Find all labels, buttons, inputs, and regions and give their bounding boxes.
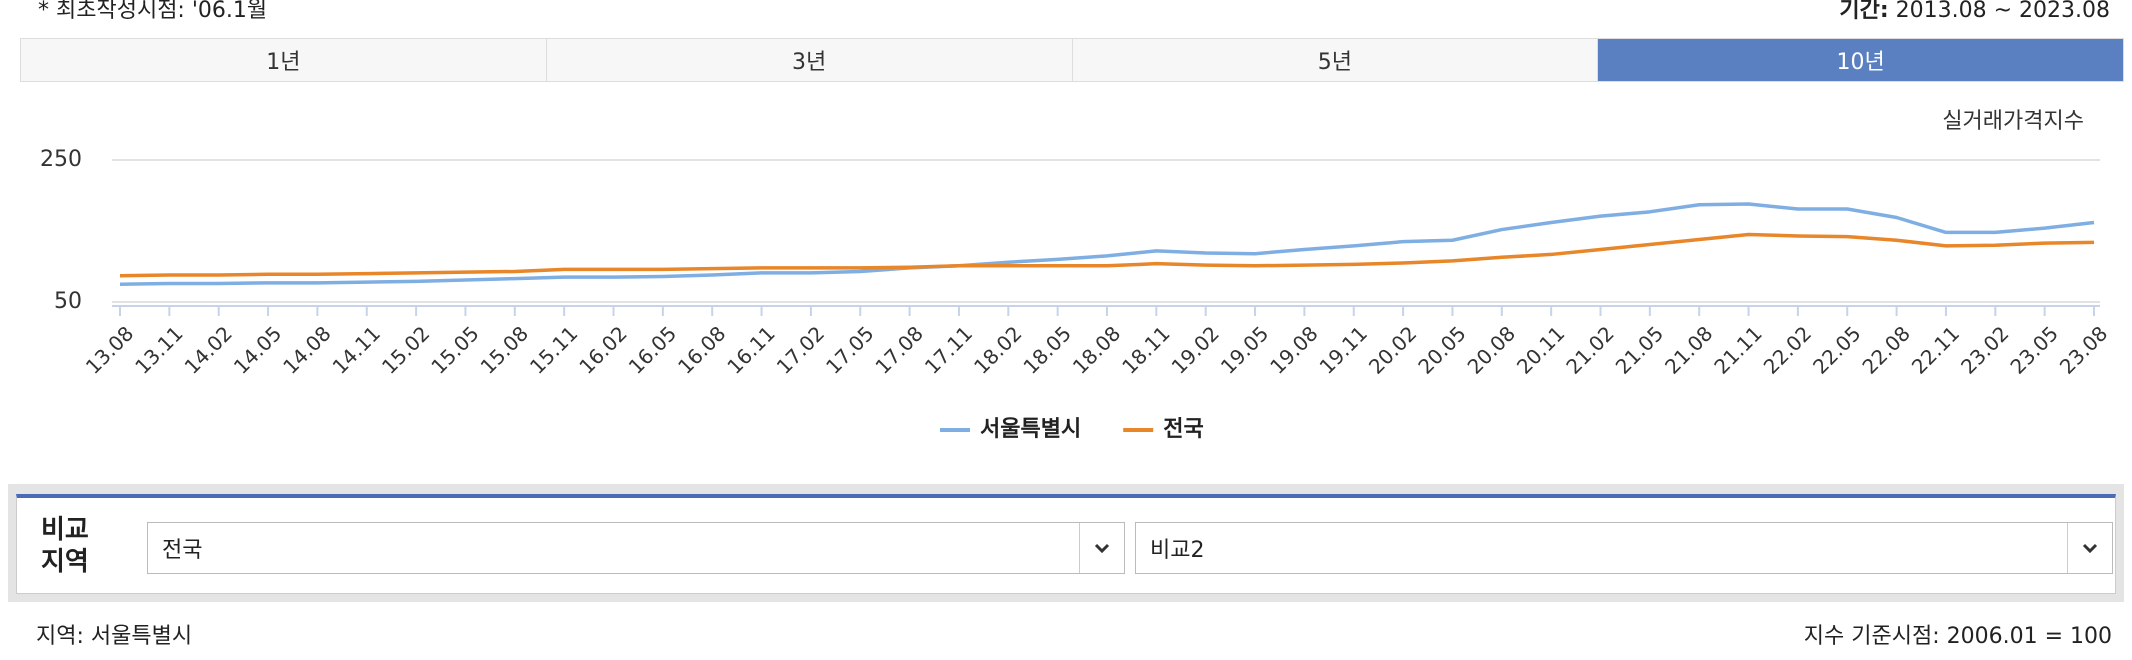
tabs: 1년 3년 5년 10년 xyxy=(20,38,2124,82)
x-tick-label: 18.08 xyxy=(1068,321,1125,378)
tab[interactable]: 5년 xyxy=(1072,39,1599,81)
select-1-value: 전국 xyxy=(162,538,203,563)
x-tick-label: 23.02 xyxy=(1956,321,2013,378)
x-tick-label: 21.11 xyxy=(1709,321,1766,378)
x-tick-label: 19.11 xyxy=(1315,321,1372,378)
series-line xyxy=(119,202,2095,286)
x-tick-label: 15.08 xyxy=(476,321,533,378)
chart: 실거래가격지수 50 250 13.0813.1114.0214.0514.0814… xyxy=(40,109,2112,442)
compare-label-line: 비교 xyxy=(41,515,89,545)
x-tick-label: 20.08 xyxy=(1463,321,1520,378)
x-tick-label: 15.02 xyxy=(377,321,434,378)
compare-label-line: 지역 xyxy=(41,547,89,577)
x-tick-label: 18.11 xyxy=(1117,321,1174,378)
legend-label: 전국 xyxy=(1163,417,1203,442)
select-2-value: 비교2 xyxy=(1150,538,1205,563)
legend-label: 서울특별시 xyxy=(980,417,1081,442)
select-2[interactable]: 비교2 xyxy=(1135,522,2113,574)
x-tick-label: 14.08 xyxy=(278,321,335,378)
x-tick-label: 16.02 xyxy=(574,321,631,378)
x-tick-label: 13.11 xyxy=(130,321,187,378)
x-tick-label: 16.11 xyxy=(722,321,779,378)
x-tick-label: 21.02 xyxy=(1561,321,1618,378)
y-tick-label: 50 xyxy=(54,289,82,314)
period: 기간: 2013.08 ~ 2023.08 xyxy=(1839,0,2110,24)
x-tick-label: 19.08 xyxy=(1265,321,1322,378)
y-axis-label: 실거래가격지수 xyxy=(1942,109,2084,134)
x-tick-label: 22.08 xyxy=(1857,321,1914,378)
x-tick-label: 17.05 xyxy=(821,321,878,378)
select-1[interactable]: 전국 xyxy=(147,522,1125,574)
chevron-icon xyxy=(1094,543,1110,553)
compare-label: 비교 지역 xyxy=(41,514,89,578)
x-tick-label: 18.05 xyxy=(1018,321,1075,378)
x-tick-label: 15.11 xyxy=(525,321,582,378)
x-tick-label: 15.05 xyxy=(426,321,483,378)
x-tick-label: 14.02 xyxy=(180,321,237,378)
x-tick-label: 17.02 xyxy=(772,321,829,378)
x-tick-label: 17.08 xyxy=(870,321,927,378)
x-tick-label: 20.05 xyxy=(1413,321,1470,378)
chevron-icon xyxy=(2082,543,2098,553)
x-tick-label: 20.02 xyxy=(1364,321,1421,378)
series-line xyxy=(119,232,2095,278)
note: * 최초작성시점: '06.1월 xyxy=(38,0,268,23)
x-tick-label: 21.05 xyxy=(1611,321,1668,378)
tab[interactable]: 1년 xyxy=(21,39,547,81)
x-tick-label: 16.05 xyxy=(624,321,681,378)
chevron xyxy=(2067,523,2112,573)
y-tick-label: 250 xyxy=(40,147,82,172)
chevron xyxy=(1079,523,1124,573)
footer-base: 지수 기준시점: 2006.01 = 100 xyxy=(1803,624,2112,649)
x-tick-label: 22.02 xyxy=(1759,321,1816,378)
period-value: 2013.08 ~ 2023.08 xyxy=(1895,0,2110,23)
x-tick-label: 22.05 xyxy=(1808,321,1865,378)
x-tick-label: 13.08 xyxy=(81,321,138,378)
x-tick-label: 22.11 xyxy=(1907,321,1964,378)
x-tick-label: 19.05 xyxy=(1216,321,1273,378)
x-tick-label: 23.05 xyxy=(2005,321,2062,378)
x-tick-label: 21.08 xyxy=(1660,321,1717,378)
x-tick-label: 14.05 xyxy=(229,321,286,378)
x-tick-label: 14.11 xyxy=(328,321,385,378)
x-tick-label: 16.08 xyxy=(673,321,730,378)
tab[interactable]: 3년 xyxy=(546,39,1073,81)
compare-panel: 비교 지역 전국 비교2 xyxy=(8,484,2124,602)
x-tick-label: 18.02 xyxy=(969,321,1026,378)
tab[interactable]: 10년 xyxy=(1598,39,2123,81)
compare-box: 비교 지역 전국 비교2 xyxy=(16,494,2116,594)
x-tick-label: 23.08 xyxy=(2055,321,2112,378)
footer-region: 지역: 서울특별시 xyxy=(36,624,193,649)
x-tick-label: 17.11 xyxy=(920,321,977,378)
x-tick-label: 20.11 xyxy=(1512,321,1569,378)
period-label: 기간: xyxy=(1839,0,1889,23)
x-tick-label: 19.02 xyxy=(1167,321,1224,378)
